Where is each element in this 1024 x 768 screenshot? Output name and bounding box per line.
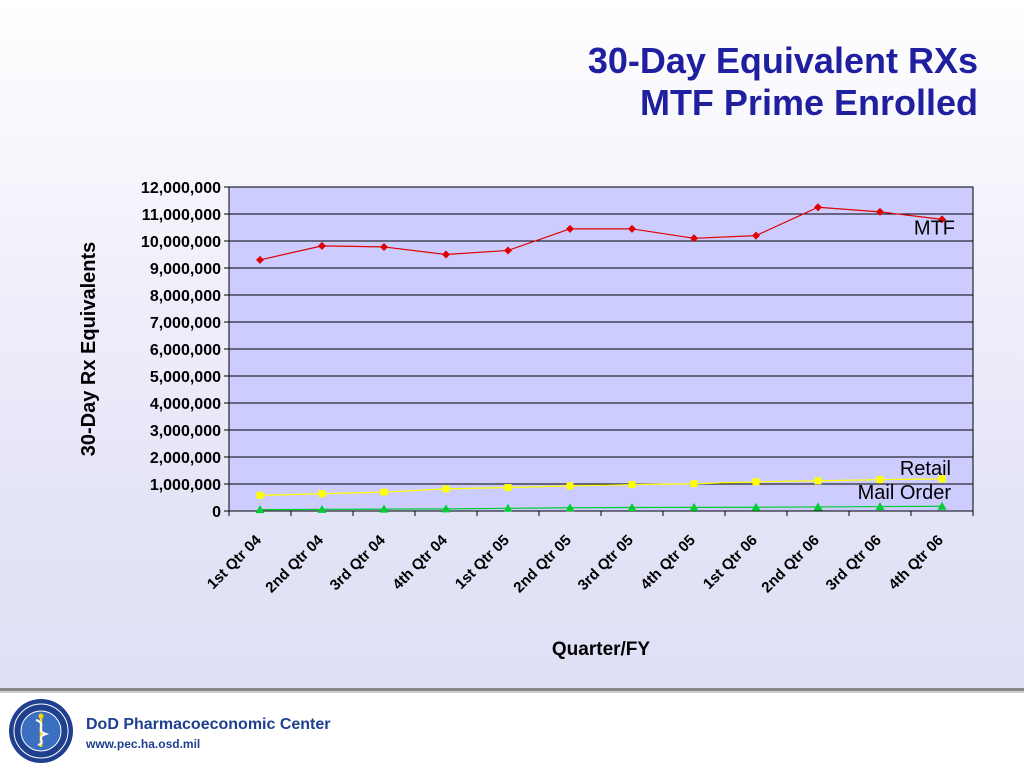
- series-line-mtf: [259, 206, 943, 261]
- y-tick-label: 11,000,000: [142, 207, 221, 224]
- data-point-mail-order: [627, 502, 637, 511]
- y-tick-label: 6,000,000: [150, 342, 221, 359]
- series-line-mail-order: [259, 505, 943, 511]
- x-tick-label: 1st Qtr 04: [204, 531, 265, 592]
- y-tick-label: 5,000,000: [150, 369, 221, 386]
- organization-url[interactable]: www.pec.ha.osd.mil: [86, 737, 201, 751]
- footer-divider: [0, 688, 1024, 691]
- x-tick-label: 4th Qtr 05: [637, 532, 699, 594]
- data-point-retail: [256, 491, 264, 499]
- y-tick-label: 0: [212, 504, 221, 521]
- slide-title: 30-Day Equivalent RXs MTF Prime Enrolled: [278, 40, 978, 124]
- data-point-mail-order: [317, 504, 327, 513]
- data-point-mtf: [814, 203, 822, 212]
- data-point-mail-order: [565, 503, 575, 512]
- x-tick-label: 2nd Qtr 05: [510, 532, 574, 596]
- series-line-retail: [259, 478, 943, 496]
- organization-name: DoD Pharmacoeconomic Center: [86, 716, 331, 733]
- data-point-retail: [690, 480, 698, 488]
- line-chart: 0 1,000,000 2,000,000 3,000,000 4,000,000 5,0…: [78, 180, 974, 660]
- data-point-retail: [628, 481, 636, 489]
- x-tick-label: 3rd Qtr 06: [823, 532, 885, 594]
- data-point-mail-order: [503, 503, 513, 512]
- data-point-mail-order: [689, 502, 699, 511]
- slide-title-line-2: MTF Prime Enrolled: [639, 82, 978, 123]
- series-layer: [255, 203, 947, 514]
- data-point-mtf: [690, 234, 698, 243]
- y-tick-label: 4,000,000: [150, 396, 221, 413]
- data-point-mail-order: [751, 502, 761, 511]
- data-point-mail-order: [937, 501, 947, 510]
- data-point-mail-order: [379, 504, 389, 513]
- data-point-mtf: [628, 224, 636, 233]
- x-tick-label: 3rd Qtr 05: [575, 532, 637, 594]
- x-tick-label: 1st Qtr 06: [700, 532, 761, 593]
- data-point-mtf: [566, 224, 574, 233]
- x-tick-label: 2nd Qtr 04: [262, 531, 327, 596]
- data-point-mail-order: [255, 505, 265, 514]
- data-point-mtf: [504, 246, 512, 255]
- footer: [0, 688, 1024, 768]
- data-point-retail: [318, 490, 326, 498]
- y-tick-label: 7,000,000: [150, 315, 221, 332]
- x-tick-label: 1st Qtr 05: [452, 532, 513, 593]
- y-tick-label: 8,000,000: [150, 288, 221, 305]
- x-tick-label: 4th Qtr 04: [389, 531, 451, 593]
- x-tick-label: 2nd Qtr 06: [758, 532, 822, 596]
- data-point-mtf: [256, 255, 264, 264]
- data-point-retail: [876, 476, 884, 484]
- data-point-mail-order: [441, 504, 451, 513]
- slide-title-line-1: 30-Day Equivalent RXs: [587, 40, 978, 81]
- y-tick-label: 2,000,000: [150, 450, 221, 467]
- series-label-retail: Retail: [900, 458, 951, 480]
- y-tick-label: 9,000,000: [150, 261, 221, 278]
- data-point-mtf: [318, 241, 326, 250]
- data-point-mtf: [380, 242, 388, 251]
- series-label-mtf: MTF: [914, 217, 955, 239]
- x-tick-label: 3rd Qtr 04: [327, 531, 390, 594]
- y-axis-title: 30-Day Rx Equivalents: [78, 242, 100, 457]
- footer-divider-shadow: [0, 691, 1024, 693]
- y-tick-label: 10,000,000: [141, 234, 221, 251]
- data-point-retail: [504, 484, 512, 492]
- y-tick-label: 12,000,000: [141, 180, 221, 197]
- data-point-retail: [566, 482, 574, 490]
- data-point-mtf: [938, 215, 946, 224]
- data-point-mail-order: [875, 502, 885, 511]
- data-point-mtf: [876, 207, 884, 216]
- data-point-mtf: [442, 250, 450, 259]
- x-tick-label: 4th Qtr 06: [885, 532, 947, 594]
- series-label-mail-order: Mail Order: [858, 482, 952, 504]
- y-axis-ticks: 0 1,000,000 2,000,000 3,000,000 4,000,000 5,0…: [141, 180, 229, 521]
- data-point-retail: [752, 478, 760, 486]
- y-tick-label: 1,000,000: [150, 477, 221, 494]
- x-axis-title: Quarter/FY: [552, 639, 651, 660]
- pharmacoeconomic-center-seal-icon: [9, 699, 73, 763]
- data-point-mail-order: [813, 502, 823, 511]
- data-point-retail: [938, 475, 946, 483]
- data-point-retail: [442, 485, 450, 493]
- y-tick-label: 3,000,000: [150, 423, 221, 440]
- data-point-retail: [814, 477, 822, 485]
- data-point-retail: [380, 488, 388, 496]
- data-point-mtf: [752, 231, 760, 240]
